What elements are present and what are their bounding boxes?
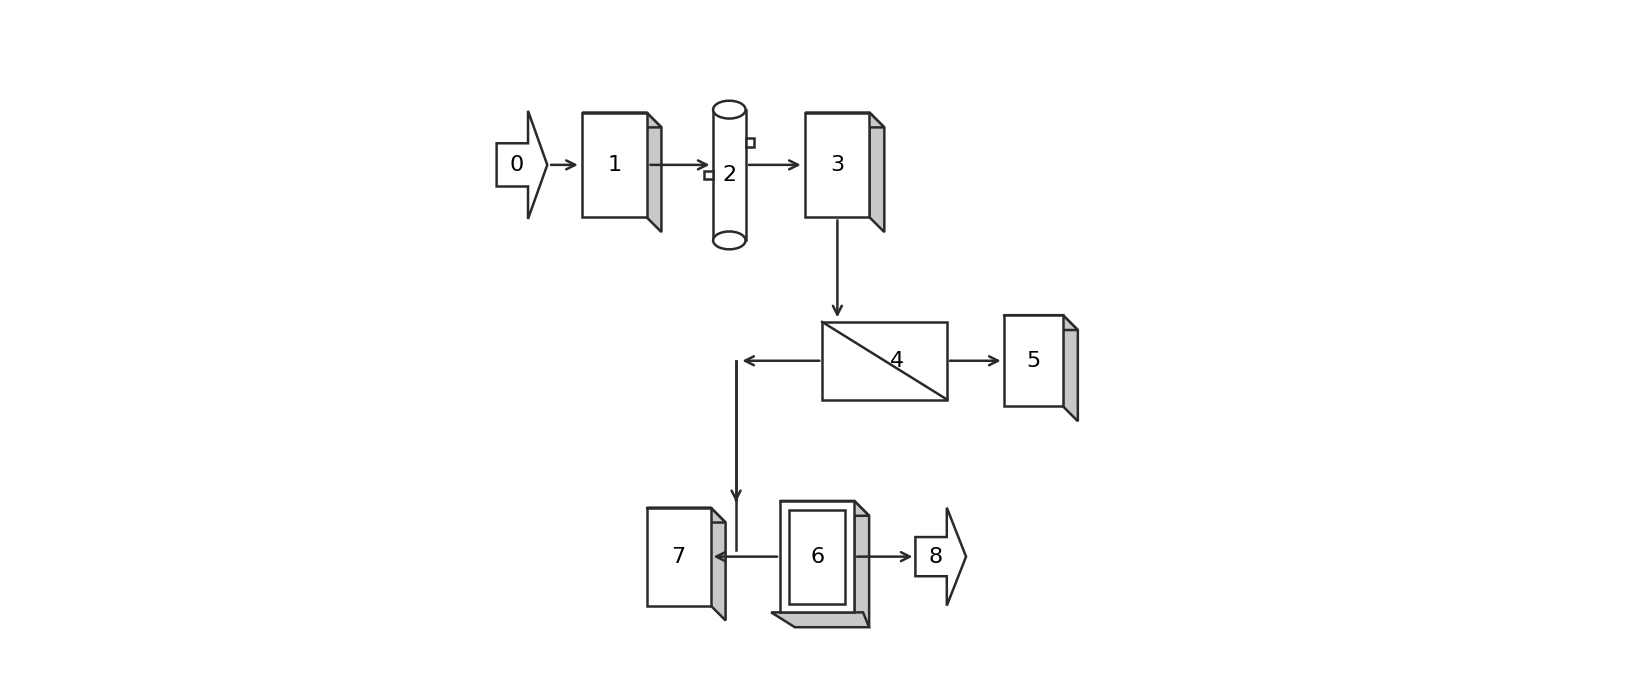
Text: 7: 7 [671,547,686,567]
Text: 1: 1 [607,155,622,175]
Text: 5: 5 [1026,351,1040,370]
Bar [789,509,845,603]
Bar [822,322,947,400]
Text: 0: 0 [510,155,523,175]
Polygon shape [870,112,884,232]
Polygon shape [771,612,870,627]
Polygon shape [1004,315,1078,330]
Bar [647,507,711,605]
Text: 3: 3 [830,155,845,175]
Polygon shape [806,112,884,127]
Text: 2: 2 [722,165,737,185]
Bar [583,112,647,217]
Polygon shape [916,507,967,605]
Polygon shape [583,112,661,127]
Text: 4: 4 [889,351,904,370]
Text: 8: 8 [929,547,942,567]
Ellipse shape [714,101,745,118]
Bar [704,171,714,179]
Text: 6: 6 [811,547,824,567]
Polygon shape [855,501,870,627]
Polygon shape [711,507,725,620]
Bar [779,501,855,612]
Bar [714,110,745,240]
Ellipse shape [714,232,745,249]
Polygon shape [647,507,725,522]
Polygon shape [1063,315,1078,422]
Polygon shape [647,112,661,232]
Polygon shape [779,501,870,516]
Polygon shape [497,111,548,219]
Bar [1004,315,1063,407]
Bar [806,112,870,217]
Bar [745,138,755,146]
